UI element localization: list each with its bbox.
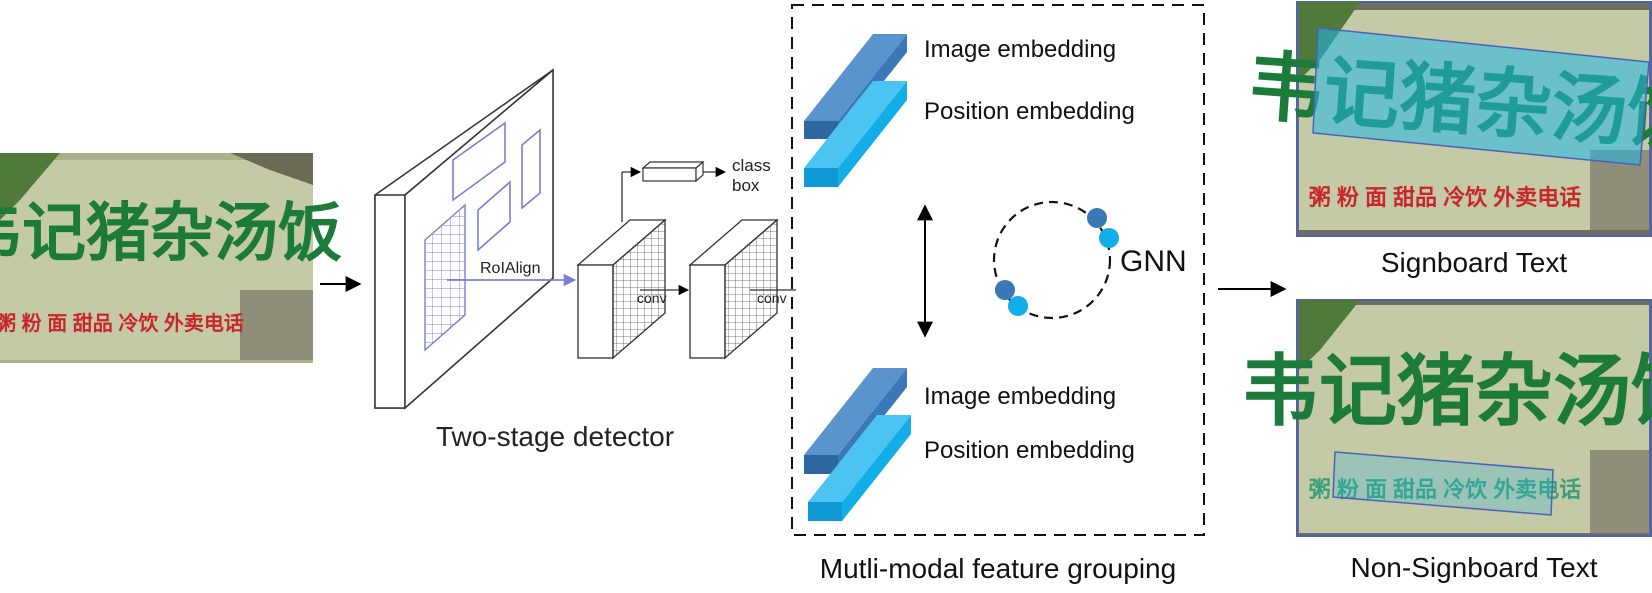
feature-grouping-module: Image embedding Position embedding GNN I…	[791, 4, 1205, 584]
input-sign-sub-text: 粥 粉 面 甜品 冷饮 外卖电话	[0, 311, 244, 335]
conv-label-1: conv	[637, 290, 667, 306]
detector-caption: Two-stage detector	[436, 421, 674, 452]
box-label: box	[732, 176, 760, 195]
signboard-highlight	[1312, 27, 1650, 166]
non-signboard-sub-text: 粥 粉 面 甜品 冷饮 外卖电话	[1309, 477, 1582, 502]
non-signboard-highlight	[1332, 451, 1554, 516]
feature-map-slab	[374, 68, 554, 410]
bottom-position-embedding-bar	[808, 415, 911, 521]
non-signboard-caption: Non-Signboard Text	[1351, 552, 1598, 583]
conv-label-2: conv	[757, 290, 787, 306]
roi-grid	[424, 203, 466, 352]
proposal-box	[521, 128, 541, 210]
signboard-sub-text: 粥 粉 面 甜品 冷饮 外卖电话	[1309, 185, 1582, 210]
input-sign-image: 韦记猪杂汤饭 粥 粉 面 甜品 冷饮 外卖电话	[0, 153, 342, 363]
signboard-output-image: 韦记猪杂汤饭 粥 粉 面 甜品 冷饮 外卖电话	[1245, 1, 1652, 237]
two-stage-detector: RoIAlign conv class box conv Two-stage d…	[374, 68, 796, 452]
bottom-position-embedding-label: Position embedding	[924, 437, 1135, 464]
top-position-embedding-label: Position embedding	[924, 98, 1135, 125]
non-signboard-output-image: 韦记猪杂汤饭 粥 粉 面 甜品 冷饮 外卖电话	[1241, 299, 1652, 537]
gnn-node-dark	[995, 280, 1015, 300]
grouping-dashed-box	[791, 4, 1205, 536]
class-label: class	[732, 156, 771, 175]
proposal-box	[477, 180, 511, 252]
gnn-node-dark	[1087, 208, 1107, 228]
gnn-label: GNN	[1120, 245, 1187, 278]
input-sign-main-text: 韦记猪杂汤饭	[0, 197, 342, 269]
conv-block-2	[688, 218, 779, 360]
fc-head	[641, 160, 705, 183]
non-signboard-main-text: 韦记猪杂汤饭	[1241, 347, 1652, 435]
gnn-node-light	[1099, 228, 1119, 248]
roialign-label: RoIAlign	[480, 260, 540, 277]
bottom-image-embedding-label: Image embedding	[924, 383, 1116, 410]
conv-block-1	[576, 218, 667, 360]
proposal-box	[452, 121, 506, 202]
gnn-ring	[992, 200, 1112, 320]
gnn-node-light	[1008, 296, 1028, 316]
top-position-embedding-bar	[804, 81, 907, 187]
top-image-embedding-label: Image embedding	[924, 36, 1116, 63]
grouping-caption: Mutli-modal feature grouping	[820, 553, 1176, 584]
signboard-caption: Signboard Text	[1381, 247, 1568, 278]
